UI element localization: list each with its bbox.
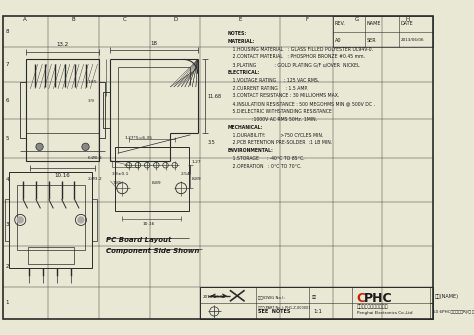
- Text: 3.PLATING            : GOLD PLATING G/F u/OVER  NICKEL: 3.PLATING : GOLD PLATING G/F u/OVER NICK…: [228, 62, 360, 67]
- Text: PC Board Layout: PC Board Layout: [106, 237, 171, 243]
- Text: 2013.06.06: 2013.06.06: [202, 295, 226, 299]
- Bar: [100, 82, 105, 138]
- Text: NOTES:: NOTES:: [228, 31, 247, 36]
- Text: 比例: 比例: [312, 295, 317, 299]
- Bar: [5, 199, 9, 241]
- Bar: [103, 92, 110, 128]
- Text: 2.54: 2.54: [181, 172, 191, 176]
- Text: 1.VOLTAGE RATING     : 125 VAC RMS.: 1.VOLTAGE RATING : 125 VAC RMS.: [228, 78, 319, 83]
- Text: 零件号(PART No.): PH1-Z-000001: 零件号(PART No.): PH1-Z-000001: [258, 306, 311, 310]
- Text: 1: 1: [6, 300, 9, 305]
- Circle shape: [36, 143, 43, 150]
- Text: H: H: [405, 17, 410, 22]
- Text: F: F: [305, 17, 308, 22]
- Text: 1.HOUSING MATERIAL   : GLASS FILLED POLYESTER UL94V-0.: 1.HOUSING MATERIAL : GLASS FILLED POLYES…: [228, 47, 373, 52]
- Text: 8: 8: [6, 29, 9, 35]
- Text: 5.DIELECTRIC WITHSTANDING RESISTANCE: 5.DIELECTRIC WITHSTANDING RESISTANCE: [228, 109, 332, 114]
- Text: 6-Ø0.8: 6-Ø0.8: [87, 156, 102, 160]
- Text: NAME: NAME: [367, 21, 382, 26]
- Text: 3.CONTACT RESISTANCE : 30 MILLIOHMS MAX.: 3.CONTACT RESISTANCE : 30 MILLIOHMS MAX.: [228, 93, 339, 98]
- Text: 图号(DWG No.):: 图号(DWG No.):: [258, 295, 285, 299]
- Bar: [26, 59, 100, 160]
- Text: MATERIAL:: MATERIAL:: [228, 39, 255, 44]
- Bar: [27, 247, 73, 264]
- Text: 3.3±0.1: 3.3±0.1: [112, 172, 129, 176]
- Text: 3: 3: [6, 221, 9, 226]
- Circle shape: [77, 216, 84, 223]
- Text: DATE: DATE: [401, 21, 414, 26]
- Text: 1:1: 1:1: [314, 309, 322, 314]
- Text: 1.STORAGE     : -40°C TO 85°C.: 1.STORAGE : -40°C TO 85°C.: [228, 156, 305, 161]
- Text: :1000V AC RMS 50Hz. 1MIN.: :1000V AC RMS 50Hz. 1MIN.: [228, 117, 317, 122]
- Text: 1.27: 1.27: [191, 160, 201, 164]
- Text: MECHANICAL:: MECHANICAL:: [228, 125, 264, 130]
- Text: Penghai Electronics Co.,Ltd: Penghai Electronics Co.,Ltd: [357, 311, 412, 315]
- Text: 2.OPERATION   : 0°C TO 70°C.: 2.OPERATION : 0°C TO 70°C.: [228, 164, 301, 169]
- Text: 4: 4: [6, 178, 9, 183]
- Text: SER: SER: [367, 38, 376, 43]
- Text: 1.65: 1.65: [87, 80, 97, 84]
- Text: 东菞市鹏海电子有限公司: 东菞市鹏海电子有限公司: [357, 304, 388, 309]
- Text: A0: A0: [335, 38, 341, 43]
- Text: 3.9: 3.9: [87, 99, 94, 103]
- Text: B: B: [72, 17, 75, 22]
- Text: 8.89: 8.89: [152, 181, 161, 185]
- Text: E: E: [239, 17, 242, 22]
- Text: 名称(NAME): 名称(NAME): [435, 294, 459, 299]
- Text: 2-Ø3.2: 2-Ø3.2: [87, 177, 102, 181]
- Text: ENVIRONMENTAL:: ENVIRONMENTAL:: [228, 148, 274, 153]
- Text: 3.5: 3.5: [208, 140, 216, 145]
- Text: C: C: [357, 291, 366, 305]
- Circle shape: [17, 216, 24, 223]
- Bar: [430, 303, 433, 319]
- Text: 13.2: 13.2: [56, 43, 69, 48]
- Text: G: G: [355, 17, 359, 22]
- Text: 8.89: 8.89: [191, 177, 201, 181]
- Text: 7.85: 7.85: [112, 181, 122, 185]
- Bar: [201, 286, 433, 319]
- Text: C: C: [123, 17, 127, 22]
- Circle shape: [82, 143, 89, 150]
- Text: 2: 2: [6, 264, 9, 269]
- Bar: [9, 172, 92, 268]
- Bar: [17, 186, 84, 250]
- Text: 10.16: 10.16: [55, 173, 71, 178]
- Text: 11.68: 11.68: [208, 94, 222, 99]
- Bar: [20, 82, 26, 138]
- Text: A: A: [23, 17, 27, 22]
- Text: 50 6PHC嵌入式单口RJ/直 局: 50 6PHC嵌入式单口RJ/直 局: [433, 310, 474, 314]
- Text: ELECTRICAL:: ELECTRICAL:: [228, 70, 261, 75]
- Bar: [115, 147, 189, 211]
- Text: 2.PCB RETENTION PRE-SOLDER  :1 LB MIN.: 2.PCB RETENTION PRE-SOLDER :1 LB MIN.: [228, 140, 332, 145]
- Bar: [430, 286, 433, 303]
- Text: 4.INSULATION RESISTANCE : 500 MEGOHMS MIN @ 500V DC .: 4.INSULATION RESISTANCE : 500 MEGOHMS MI…: [228, 101, 375, 106]
- Text: 10.16: 10.16: [143, 222, 155, 226]
- Text: 1.DURABILITY:          >750 CYCLES MIN.: 1.DURABILITY: >750 CYCLES MIN.: [228, 133, 323, 138]
- Text: PHC: PHC: [364, 291, 393, 305]
- Text: 2.CONTACT MATERIAL   : PHOSPHOR BRONZE #0.45 mm.: 2.CONTACT MATERIAL : PHOSPHOR BRONZE #0.…: [228, 54, 365, 59]
- Text: 5: 5: [6, 136, 9, 141]
- Bar: [333, 16, 433, 48]
- Text: REV.: REV.: [335, 21, 346, 26]
- Text: 18: 18: [151, 41, 157, 46]
- Text: 2.CURRENT RATING     : 1.5 AMP.: 2.CURRENT RATING : 1.5 AMP.: [228, 86, 308, 91]
- Text: 2013/06/06: 2013/06/06: [401, 38, 425, 42]
- Text: SEE  NOTES: SEE NOTES: [258, 309, 291, 314]
- Text: 1.27*5=6.35: 1.27*5=6.35: [124, 136, 152, 140]
- Bar: [92, 199, 97, 241]
- Text: Component Side Shown: Component Side Shown: [106, 248, 199, 254]
- Text: 6: 6: [6, 98, 9, 103]
- Text: D: D: [173, 17, 177, 22]
- Text: 7: 7: [6, 62, 9, 67]
